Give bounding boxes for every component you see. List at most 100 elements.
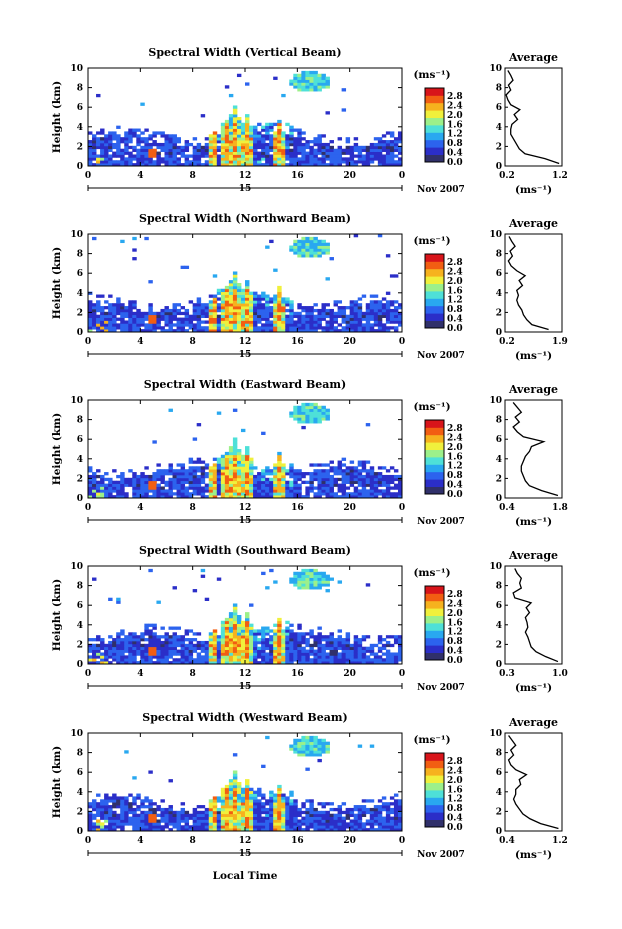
heatmap-cell <box>317 242 322 246</box>
heatmap-cell <box>172 154 177 158</box>
heatmap-cell <box>112 314 117 318</box>
heatmap-cell <box>249 477 254 482</box>
heatmap-cell <box>124 807 129 812</box>
heatmap-cell <box>172 306 177 310</box>
heatmap-cell <box>317 495 322 499</box>
heatmap-cell <box>281 320 286 324</box>
heatmap-cell <box>357 643 363 648</box>
heatmap-cell <box>212 157 218 161</box>
heatmap-cell <box>148 640 153 645</box>
heatmap-cell <box>345 646 351 650</box>
heatmap-cell <box>228 623 234 627</box>
heatmap-cell <box>232 283 238 287</box>
heatmap-cell <box>180 466 186 470</box>
heatmap-cell <box>200 474 206 479</box>
heatmap-cell <box>289 248 294 252</box>
heatmap-cell <box>212 661 218 665</box>
heatmap-cell <box>257 495 262 499</box>
heatmap-cell <box>88 323 93 327</box>
heatmap-cell <box>353 314 359 318</box>
heatmap-cell <box>297 638 302 642</box>
heatmap-cell <box>361 163 367 167</box>
heatmap-cell <box>325 661 330 665</box>
heatmap-cell <box>104 137 109 141</box>
heatmap-cell <box>277 122 282 127</box>
heatmap-cell <box>140 661 145 665</box>
heatmap-cell <box>329 140 334 144</box>
heatmap-cell <box>144 796 149 800</box>
heatmap-cell <box>232 157 238 161</box>
heatmap-cell <box>120 154 125 158</box>
heatmap-cell <box>345 317 351 321</box>
heatmap-cell <box>397 323 403 327</box>
heatmap-cell <box>345 655 351 659</box>
heatmap-cell <box>293 142 298 147</box>
heatmap-cell <box>96 323 101 327</box>
heatmap-cell <box>192 480 198 484</box>
heatmap-cell <box>381 489 387 493</box>
heatmap-cell <box>393 137 399 141</box>
heatmap-cell <box>361 799 367 803</box>
heatmap-cell <box>313 140 318 144</box>
heatmap-cell <box>317 474 322 479</box>
heatmap-cell <box>293 747 298 751</box>
heatmap-cell <box>257 819 262 823</box>
heatmap-cell <box>184 472 190 476</box>
heatmap-cell <box>353 154 359 158</box>
heatmap-cell <box>160 145 165 150</box>
heatmap-cell <box>349 483 355 487</box>
colorbar-swatch <box>425 283 444 292</box>
heatmap-cell <box>168 626 173 630</box>
heatmap-cell <box>301 750 306 754</box>
heatmap-cell <box>321 311 326 316</box>
heatmap-cell <box>313 635 318 639</box>
profile-y-tick-label: 8 <box>496 84 502 94</box>
heatmap-cell <box>92 317 97 321</box>
heatmap-cell <box>253 495 258 499</box>
heatmap-cell <box>389 317 395 321</box>
heatmap-cell <box>393 802 399 806</box>
heatmap-cell <box>112 822 117 826</box>
heatmap-cell <box>341 489 347 493</box>
heatmap-cell <box>393 326 399 330</box>
heatmap-cell <box>313 73 318 78</box>
heatmap-cell <box>196 423 202 427</box>
heatmap-cell <box>192 157 198 161</box>
heatmap-cell <box>144 474 149 479</box>
heatmap-cell <box>253 649 258 653</box>
heatmap-cell <box>273 323 278 327</box>
heatmap-cell <box>341 486 347 490</box>
heatmap-cell <box>265 810 270 815</box>
heatmap-cell <box>188 472 194 476</box>
heatmap-cell <box>245 280 250 284</box>
heatmap-cell <box>164 472 169 476</box>
heatmap-cell <box>220 474 226 479</box>
heatmap-cell <box>369 294 375 298</box>
heatmap-cell <box>245 294 250 298</box>
heatmap-cell <box>285 148 290 152</box>
heatmap-cell <box>96 131 101 135</box>
heatmap-cell <box>321 145 326 150</box>
heatmap-cell <box>88 131 93 135</box>
heatmap-cell <box>369 306 375 310</box>
heatmap-cell <box>184 643 190 648</box>
heatmap-cell <box>337 635 343 639</box>
heatmap-cell <box>253 314 258 318</box>
heatmap-cell <box>253 125 258 129</box>
heatmap-cell <box>124 160 129 164</box>
heatmap-cell <box>232 603 238 607</box>
heatmap-cell <box>204 813 210 817</box>
heatmap-cell <box>144 799 149 803</box>
heatmap-cell <box>293 810 298 815</box>
heatmap-cell <box>140 102 145 106</box>
heatmap-cell <box>136 661 141 665</box>
heatmap-cell <box>208 483 214 487</box>
heatmap-cell <box>373 308 379 313</box>
heatmap-cell <box>389 131 395 135</box>
heatmap-cell <box>273 469 278 473</box>
heatmap-cell <box>253 643 258 648</box>
heatmap-cell <box>317 655 322 659</box>
heatmap-cell <box>116 816 121 820</box>
heatmap-cell <box>156 131 161 135</box>
heatmap-cell <box>104 805 109 809</box>
